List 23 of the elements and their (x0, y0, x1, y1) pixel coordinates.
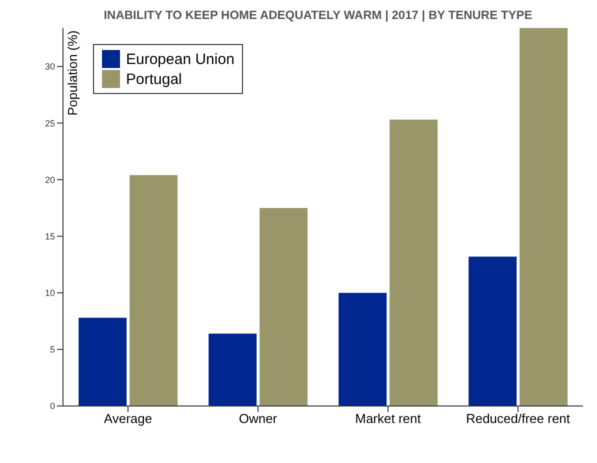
y-tick-label: 30 (44, 62, 55, 72)
bar (78, 318, 127, 406)
bar (520, 28, 568, 406)
x-tick-label: Market rent (355, 411, 422, 426)
legend-label: European Union (126, 50, 234, 68)
legend-label: Portugal (126, 70, 182, 88)
y-tick-label: 25 (44, 118, 55, 128)
bar (260, 208, 308, 406)
y-tick-label: 0 (50, 401, 55, 412)
bar (390, 120, 438, 406)
x-tick-label: Owner (238, 411, 278, 426)
y-tick-label: 15 (44, 231, 55, 242)
x-tick-label: Average (104, 411, 152, 426)
y-tick-label: 10 (44, 288, 55, 298)
y-tick-label: 5 (50, 344, 55, 355)
chart-title: INABILITY TO KEEP HOME ADEQUATELY WARM | 2017 | BY TENURE TYPE (102, 8, 534, 22)
bar (130, 175, 178, 406)
bar (208, 334, 257, 406)
bar (338, 292, 387, 406)
y-axis-title: Population (%) (65, 30, 80, 116)
x-tick-label: Reduced/free rent (466, 411, 570, 426)
bar (468, 256, 517, 406)
y-tick-label: 20 (44, 174, 55, 185)
